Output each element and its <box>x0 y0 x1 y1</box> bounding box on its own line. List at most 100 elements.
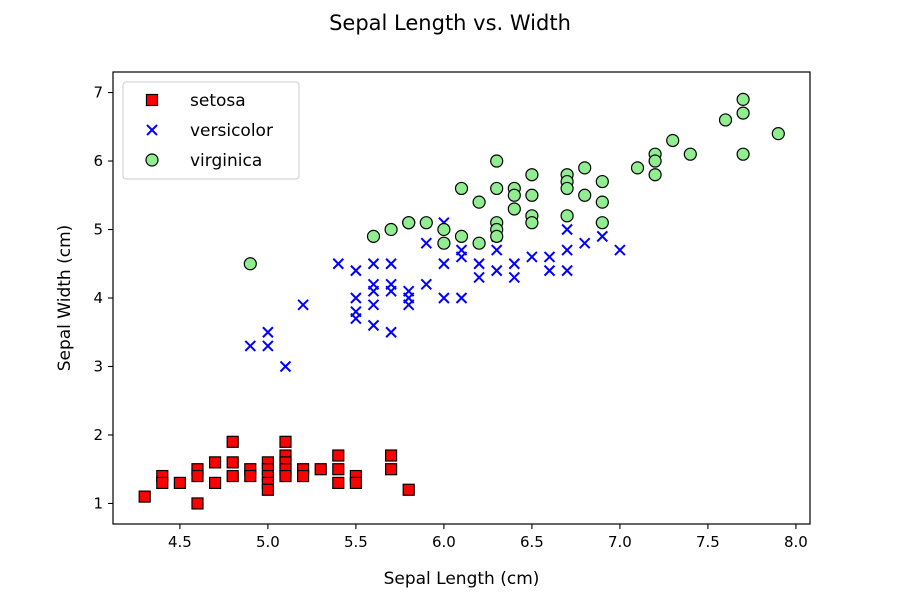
legend-marker-virginica <box>145 153 159 167</box>
versicolor-point <box>526 251 538 263</box>
y-tick-label: 1 <box>93 494 103 512</box>
virginica-point <box>595 174 609 189</box>
versicolor-point <box>455 292 468 304</box>
versicolor-point <box>543 251 556 263</box>
versicolor-point <box>420 237 433 249</box>
x-tick-label: 5.0 <box>256 533 280 551</box>
virginica-point <box>595 216 609 230</box>
virginica-point <box>648 154 662 168</box>
legend-box <box>122 81 300 180</box>
versicolor-point <box>614 244 626 256</box>
versicolor-point <box>473 271 485 284</box>
virginica-point <box>454 181 469 196</box>
versicolor-point <box>244 340 256 352</box>
versicolor-point <box>367 285 380 297</box>
series-virginica <box>243 92 785 271</box>
versicolor-point <box>473 258 485 270</box>
virginica-point <box>490 229 504 243</box>
setosa-point <box>314 463 327 476</box>
virginica-point <box>560 209 574 223</box>
versicolor-point <box>508 271 521 284</box>
setosa-point <box>191 469 204 483</box>
versicolor-point <box>596 230 609 243</box>
virginica-point <box>525 216 539 230</box>
virginica-point <box>437 222 451 237</box>
setosa-point <box>384 449 398 462</box>
versicolor-point <box>561 244 573 256</box>
versicolor-point <box>297 299 309 311</box>
versicolor-point <box>561 264 573 277</box>
setosa-point <box>156 476 169 490</box>
virginica-point <box>666 133 680 148</box>
y-tick-label: 4 <box>93 289 103 307</box>
setosa-point <box>173 476 186 490</box>
versicolor-point <box>350 264 362 277</box>
virginica-point <box>437 236 451 250</box>
virginica-point <box>366 229 381 243</box>
setosa-point <box>208 476 222 490</box>
versicolor-point <box>262 340 274 352</box>
setosa-point <box>226 435 239 448</box>
versicolor-point <box>385 258 397 270</box>
setosa-point <box>244 469 257 483</box>
virginica-point <box>490 154 504 168</box>
versicolor-point <box>490 244 503 256</box>
virginica-point <box>243 257 257 271</box>
versicolor-point <box>561 223 573 236</box>
virginica-point <box>578 161 592 175</box>
setosa-point <box>279 469 292 483</box>
legend-label-setosa: setosa <box>190 91 246 111</box>
x-tick-label: 5.5 <box>344 533 368 551</box>
versicolor-point <box>367 319 380 332</box>
setosa-point <box>279 435 292 448</box>
versicolor-point <box>490 264 503 277</box>
versicolor-point <box>350 312 362 325</box>
versicolor-point <box>367 258 380 270</box>
virginica-point <box>718 113 733 127</box>
setosa-point <box>332 476 345 490</box>
versicolor-point <box>402 299 415 311</box>
virginica-point <box>472 236 486 250</box>
y-tick-label: 2 <box>93 426 103 444</box>
virginica-point <box>472 195 486 209</box>
y-tick-label: 6 <box>93 152 103 170</box>
data-points <box>138 92 785 510</box>
y-tick-label: 5 <box>93 221 103 239</box>
versicolor-point <box>279 360 292 373</box>
virginica-point <box>736 106 750 120</box>
x-axis-label: Sepal Length (cm) <box>384 569 540 589</box>
virginica-point <box>384 222 398 237</box>
setosa-point <box>191 497 204 510</box>
versicolor-point <box>420 278 433 291</box>
y-tick-label: 3 <box>93 357 103 375</box>
legend-label-virginica: virginica <box>190 151 262 171</box>
x-tick-label: 7.0 <box>608 533 632 551</box>
versicolor-point <box>262 326 274 338</box>
virginica-point <box>419 216 433 230</box>
virginica-point <box>490 181 504 196</box>
setosa-point <box>226 456 239 469</box>
setosa-point <box>261 483 274 496</box>
virginica-point <box>736 147 750 161</box>
virginica-point <box>507 188 521 202</box>
x-tick-label: 6.0 <box>432 533 456 551</box>
versicolor-point <box>350 292 362 304</box>
setosa-point <box>384 463 398 476</box>
series-versicolor <box>244 216 626 373</box>
x-tick-label: 6.5 <box>520 533 544 551</box>
virginica-point <box>454 229 469 243</box>
virginica-point <box>683 147 697 161</box>
virginica-point <box>525 168 539 182</box>
virginica-point <box>648 168 662 182</box>
versicolor-point <box>385 326 397 338</box>
versicolor-point <box>385 285 397 297</box>
versicolor-point <box>543 264 556 277</box>
x-tick-label: 7.5 <box>696 533 720 551</box>
virginica-point <box>736 92 750 106</box>
setosa-point <box>332 449 345 462</box>
versicolor-point <box>455 251 468 263</box>
setosa-point <box>402 483 415 496</box>
setosa-point <box>208 456 222 469</box>
